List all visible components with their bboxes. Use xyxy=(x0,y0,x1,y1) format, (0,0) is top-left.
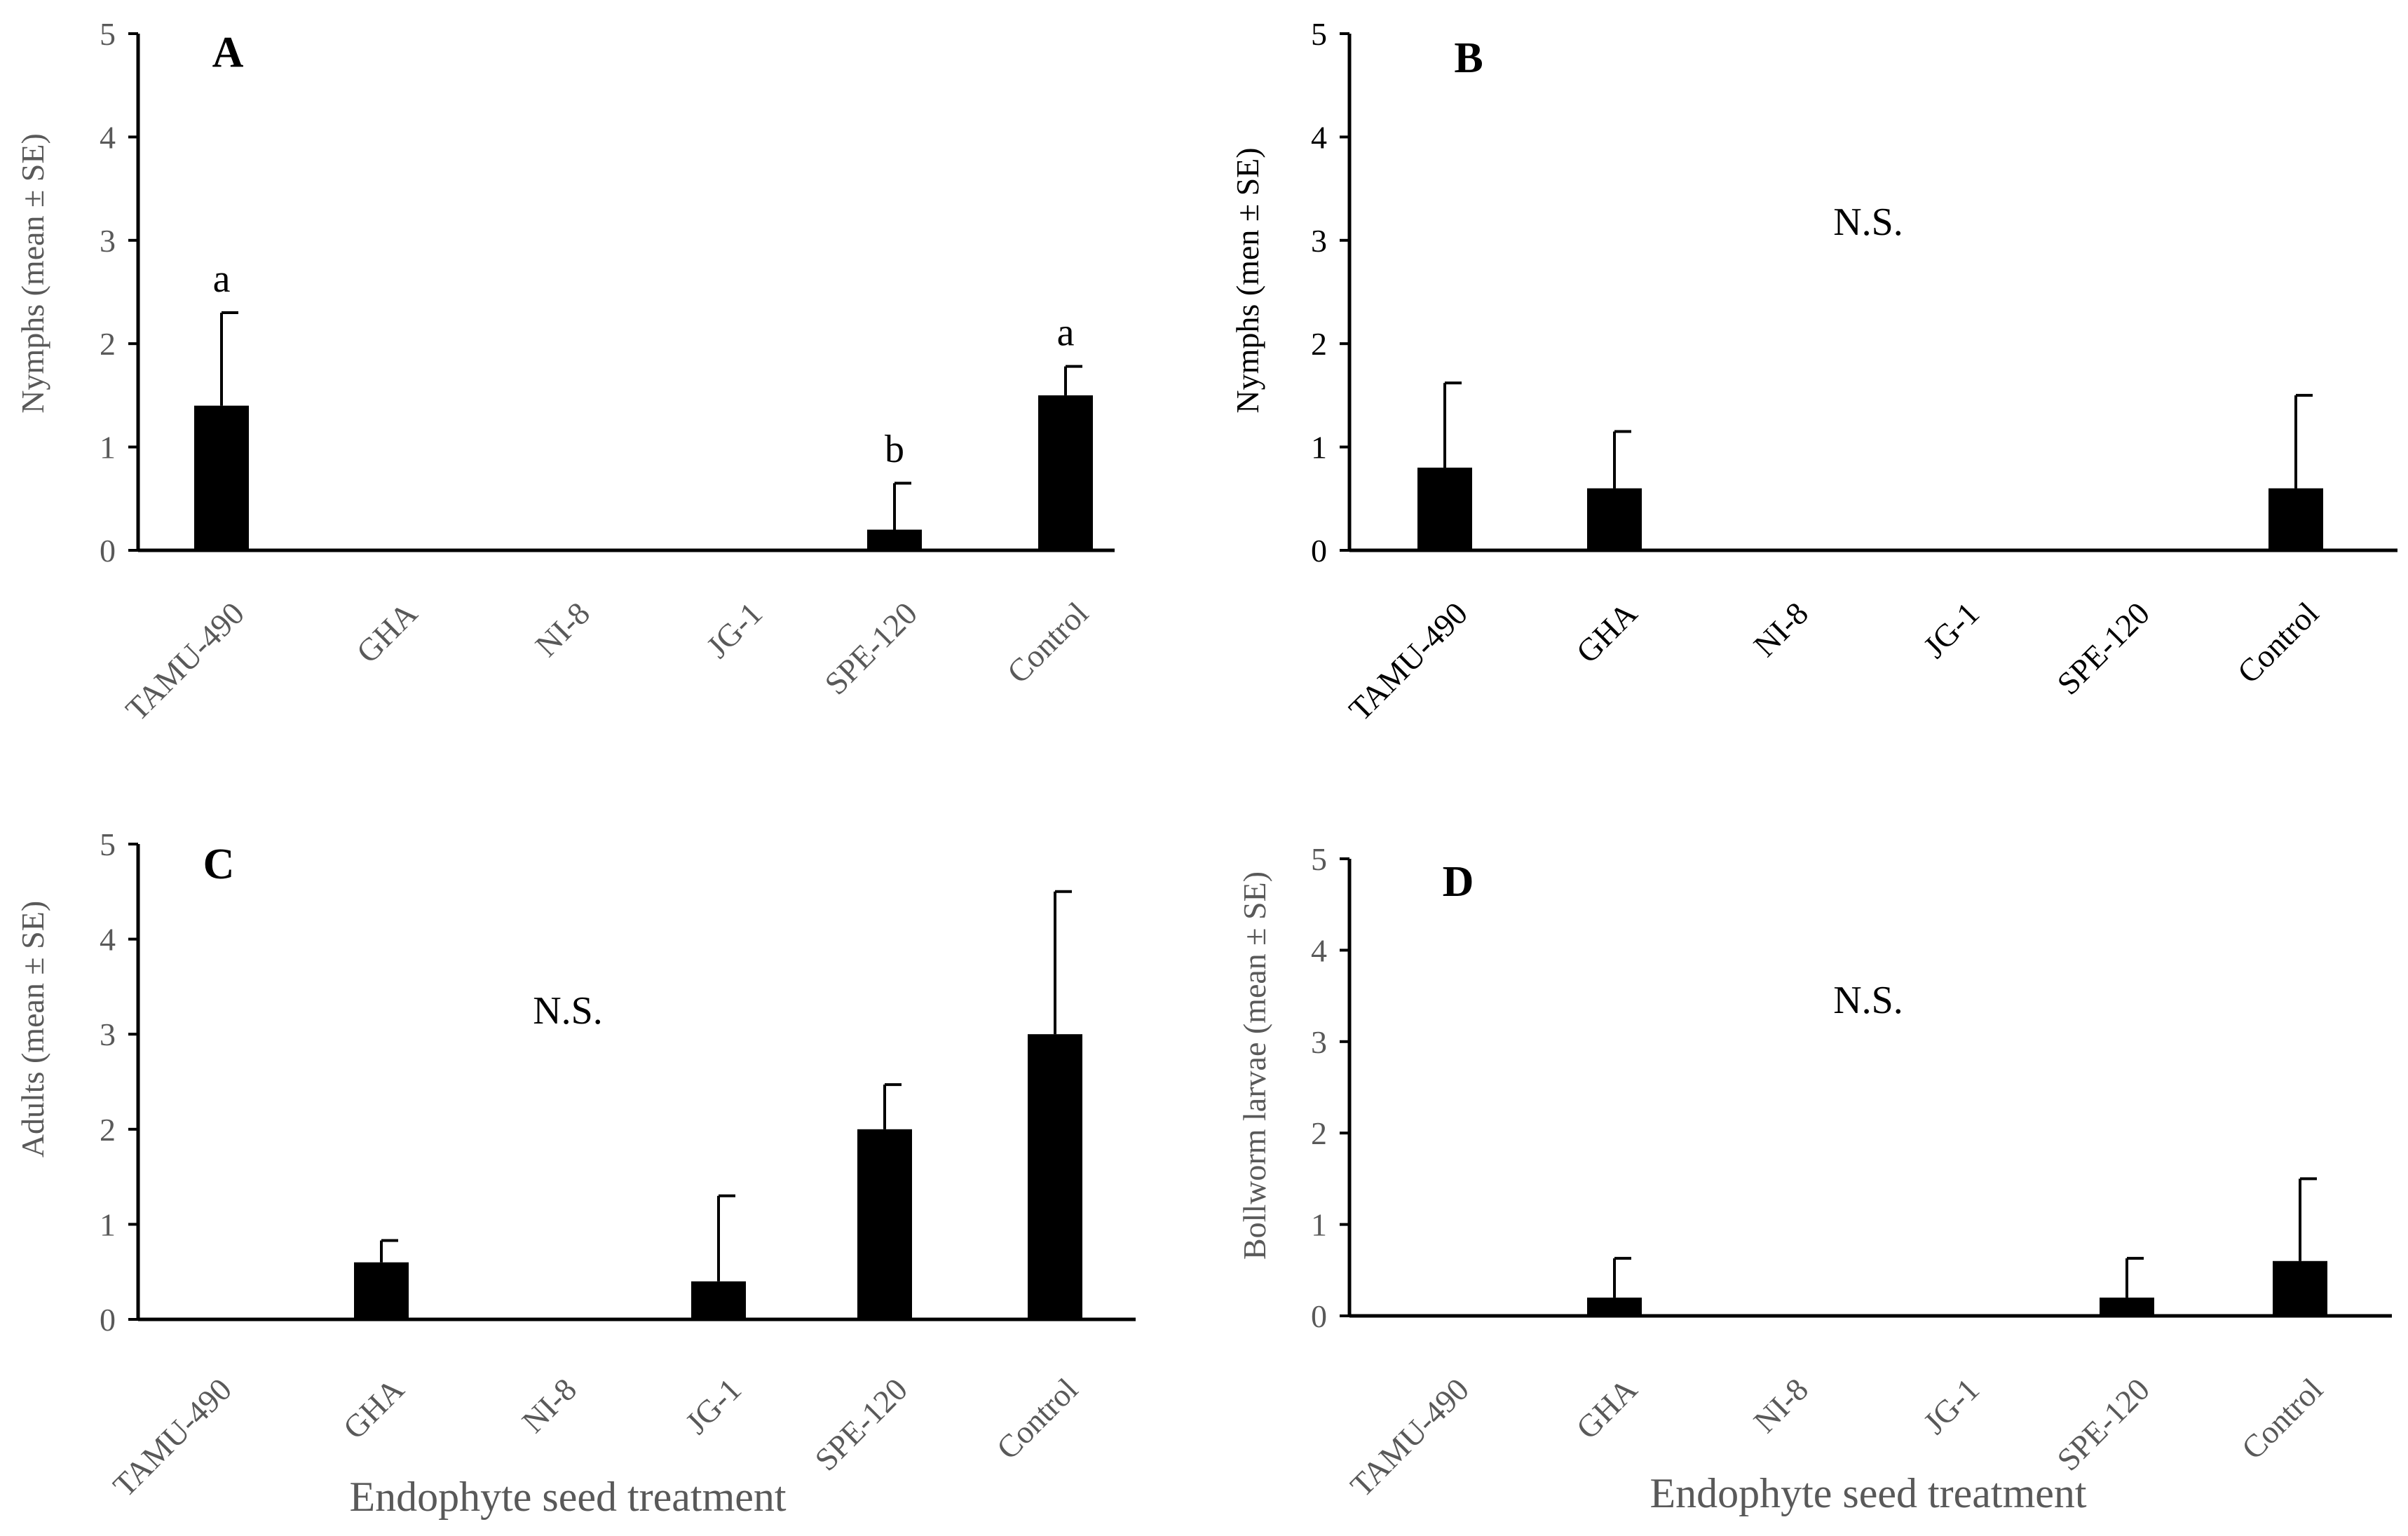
significance-letter-a: b xyxy=(885,428,904,471)
y-tick-label-a: 0 xyxy=(100,533,116,569)
panel-letter-b: B xyxy=(1454,34,1483,82)
bar-a xyxy=(867,529,922,550)
category-label-d: JG-1 xyxy=(1917,1371,1986,1441)
x-axis-title-right: Endophyte seed treatment xyxy=(1649,1470,2086,1516)
category-label-b: JG-1 xyxy=(1917,595,1986,665)
category-label-a: SPE-120 xyxy=(817,595,924,702)
bar-d xyxy=(1587,1297,1642,1316)
bar-d xyxy=(2100,1297,2154,1316)
category-label-d: TAMU-490 xyxy=(1343,1371,1476,1504)
y-tick-label-a: 1 xyxy=(100,430,116,465)
category-label-a: TAMU-490 xyxy=(118,595,251,728)
significance-letter-a: a xyxy=(213,257,231,301)
y-tick-label-b: 3 xyxy=(1311,223,1327,259)
panel-b: 0 1 2 3 4 5 Nymphs (men ± SE) TAMU-490 GHA NI-8 JG… xyxy=(1230,16,2397,728)
y-tick-label-a: 2 xyxy=(100,326,116,362)
bar-d xyxy=(2273,1260,2327,1316)
y-tick-label-b: 2 xyxy=(1311,326,1327,362)
bar-c xyxy=(691,1281,746,1319)
y-tick-label-a: 5 xyxy=(100,16,116,52)
bar-a xyxy=(1038,395,1093,550)
y-tick-label-d: 2 xyxy=(1311,1115,1327,1151)
y-axis-label-a: Nymphs (mean ± SE) xyxy=(15,133,50,414)
y-tick-label-c: 1 xyxy=(100,1207,116,1242)
y-tick-label-b: 0 xyxy=(1311,533,1327,569)
panel-d: 0 1 2 3 4 5 Bollworm larvae (mean ± SE) TAMU-49… xyxy=(1237,841,2392,1504)
category-label-b: Control xyxy=(2231,595,2325,690)
y-tick-label-c: 3 xyxy=(100,1017,116,1052)
bar-c xyxy=(354,1262,409,1319)
bar-c xyxy=(1028,1034,1082,1319)
y-axis-label-b: Nymphs (men ± SE) xyxy=(1230,147,1265,413)
y-tick-label-d: 5 xyxy=(1311,841,1327,877)
y-tick-label-b: 5 xyxy=(1311,16,1327,52)
y-tick-label-a: 4 xyxy=(100,119,116,155)
bar-a xyxy=(194,405,249,550)
y-tick-label-b: 1 xyxy=(1311,430,1327,465)
y-tick-label-d: 4 xyxy=(1311,932,1327,968)
y-axis-label-c: Adults (mean ± SE) xyxy=(15,901,50,1157)
y-tick-label-d: 3 xyxy=(1311,1024,1327,1060)
y-tick-label-a: 3 xyxy=(100,223,116,259)
panel-c: 0 1 2 3 4 5 Adults (mean ± SE) TAMU-490 GHA NI-8 J… xyxy=(15,827,1136,1504)
bar-b xyxy=(1587,488,1642,550)
category-label-d: Control xyxy=(2235,1371,2329,1466)
panel-letter-c: C xyxy=(203,841,235,888)
bar-b xyxy=(2268,488,2323,550)
panel-a: 0 1 2 3 4 5 Nymphs (mean ± SE) a TAMU-490 GHA NI-8… xyxy=(15,16,1115,728)
y-tick-label-c: 2 xyxy=(100,1112,116,1148)
x-axis-title-left: Endophyte seed treatment xyxy=(349,1474,786,1520)
category-label-c: GHA xyxy=(336,1371,411,1446)
annotation-ns-d: N.S. xyxy=(1833,979,1903,1022)
significance-letter-a: a xyxy=(1057,311,1075,355)
category-label-c: NI-8 xyxy=(515,1371,583,1439)
panel-letter-a: A xyxy=(212,29,244,76)
category-label-a: NI-8 xyxy=(529,595,597,663)
category-label-d: SPE-120 xyxy=(2050,1371,2156,1478)
y-tick-label-d: 0 xyxy=(1311,1298,1327,1334)
annotation-ns-c: N.S. xyxy=(533,989,603,1033)
category-label-a: GHA xyxy=(350,595,425,670)
bar-b xyxy=(1417,468,1472,550)
y-tick-label-c: 5 xyxy=(100,827,116,862)
category-label-c: Control xyxy=(990,1371,1084,1466)
category-label-d: NI-8 xyxy=(1747,1371,1815,1439)
category-label-a: JG-1 xyxy=(700,595,769,665)
category-label-c: SPE-120 xyxy=(808,1371,914,1478)
y-tick-label-b: 4 xyxy=(1311,119,1327,155)
category-label-a: Control xyxy=(1000,595,1095,690)
panel-letter-d: D xyxy=(1443,858,1474,906)
category-label-b: TAMU-490 xyxy=(1342,595,1474,728)
y-tick-label-d: 1 xyxy=(1311,1207,1327,1243)
y-axis-label-d: Bollworm larvae (mean ± SE) xyxy=(1237,871,1272,1260)
annotation-ns-b: N.S. xyxy=(1833,201,1903,244)
category-label-d: GHA xyxy=(1570,1371,1645,1446)
category-label-c: TAMU-490 xyxy=(106,1371,238,1504)
y-tick-label-c: 0 xyxy=(100,1302,116,1338)
category-label-b: NI-8 xyxy=(1747,595,1815,663)
bar-c xyxy=(857,1129,912,1319)
category-label-c: JG-1 xyxy=(679,1371,748,1441)
category-label-b: SPE-120 xyxy=(2050,595,2156,702)
y-tick-label-c: 4 xyxy=(100,922,116,958)
category-label-b: GHA xyxy=(1570,595,1645,670)
